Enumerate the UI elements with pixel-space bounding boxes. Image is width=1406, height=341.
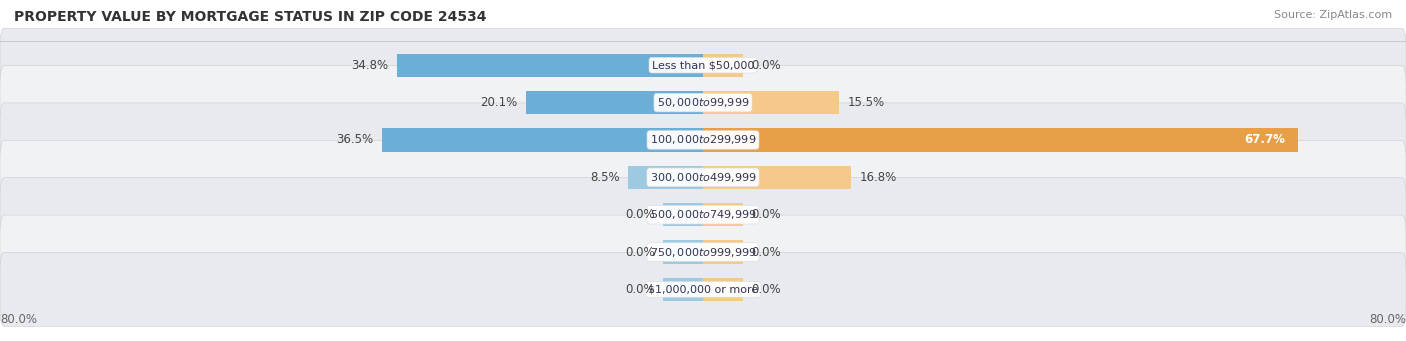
FancyBboxPatch shape: [0, 103, 1406, 177]
Text: $50,000 to $99,999: $50,000 to $99,999: [657, 96, 749, 109]
Text: 0.0%: 0.0%: [751, 208, 780, 221]
Text: PROPERTY VALUE BY MORTGAGE STATUS IN ZIP CODE 24534: PROPERTY VALUE BY MORTGAGE STATUS IN ZIP…: [14, 10, 486, 24]
FancyBboxPatch shape: [0, 28, 1406, 102]
Text: 67.7%: 67.7%: [1244, 133, 1285, 146]
Bar: [703, 54, 742, 77]
Text: $300,000 to $499,999: $300,000 to $499,999: [650, 171, 756, 184]
Text: $1,000,000 or more: $1,000,000 or more: [648, 284, 758, 294]
FancyBboxPatch shape: [0, 65, 1406, 139]
Bar: [703, 128, 1298, 151]
Bar: [398, 54, 703, 77]
Text: 0.0%: 0.0%: [626, 246, 655, 258]
Text: 0.0%: 0.0%: [751, 59, 780, 72]
Text: 20.1%: 20.1%: [481, 96, 517, 109]
Bar: [628, 166, 703, 189]
FancyBboxPatch shape: [0, 178, 1406, 252]
Text: 8.5%: 8.5%: [591, 171, 620, 184]
Bar: [703, 278, 742, 301]
Text: $500,000 to $749,999: $500,000 to $749,999: [650, 208, 756, 221]
Bar: [664, 278, 703, 301]
Bar: [703, 91, 839, 114]
Bar: [703, 240, 742, 264]
FancyBboxPatch shape: [0, 140, 1406, 214]
Text: 80.0%: 80.0%: [0, 313, 37, 326]
Text: 0.0%: 0.0%: [626, 208, 655, 221]
Bar: [382, 128, 703, 151]
Text: $750,000 to $999,999: $750,000 to $999,999: [650, 246, 756, 258]
Text: 0.0%: 0.0%: [751, 283, 780, 296]
Text: 80.0%: 80.0%: [1369, 313, 1406, 326]
Text: Source: ZipAtlas.com: Source: ZipAtlas.com: [1274, 10, 1392, 20]
Text: 15.5%: 15.5%: [848, 96, 886, 109]
Text: 0.0%: 0.0%: [626, 283, 655, 296]
Text: 36.5%: 36.5%: [336, 133, 374, 146]
Bar: [664, 203, 703, 226]
Bar: [664, 240, 703, 264]
Bar: [703, 166, 851, 189]
Text: 0.0%: 0.0%: [751, 246, 780, 258]
Text: Less than $50,000: Less than $50,000: [652, 60, 754, 70]
FancyBboxPatch shape: [0, 252, 1406, 326]
Bar: [703, 203, 742, 226]
FancyBboxPatch shape: [0, 215, 1406, 289]
Bar: [526, 91, 703, 114]
Text: 34.8%: 34.8%: [352, 59, 388, 72]
Text: $100,000 to $299,999: $100,000 to $299,999: [650, 133, 756, 146]
Text: 16.8%: 16.8%: [859, 171, 897, 184]
